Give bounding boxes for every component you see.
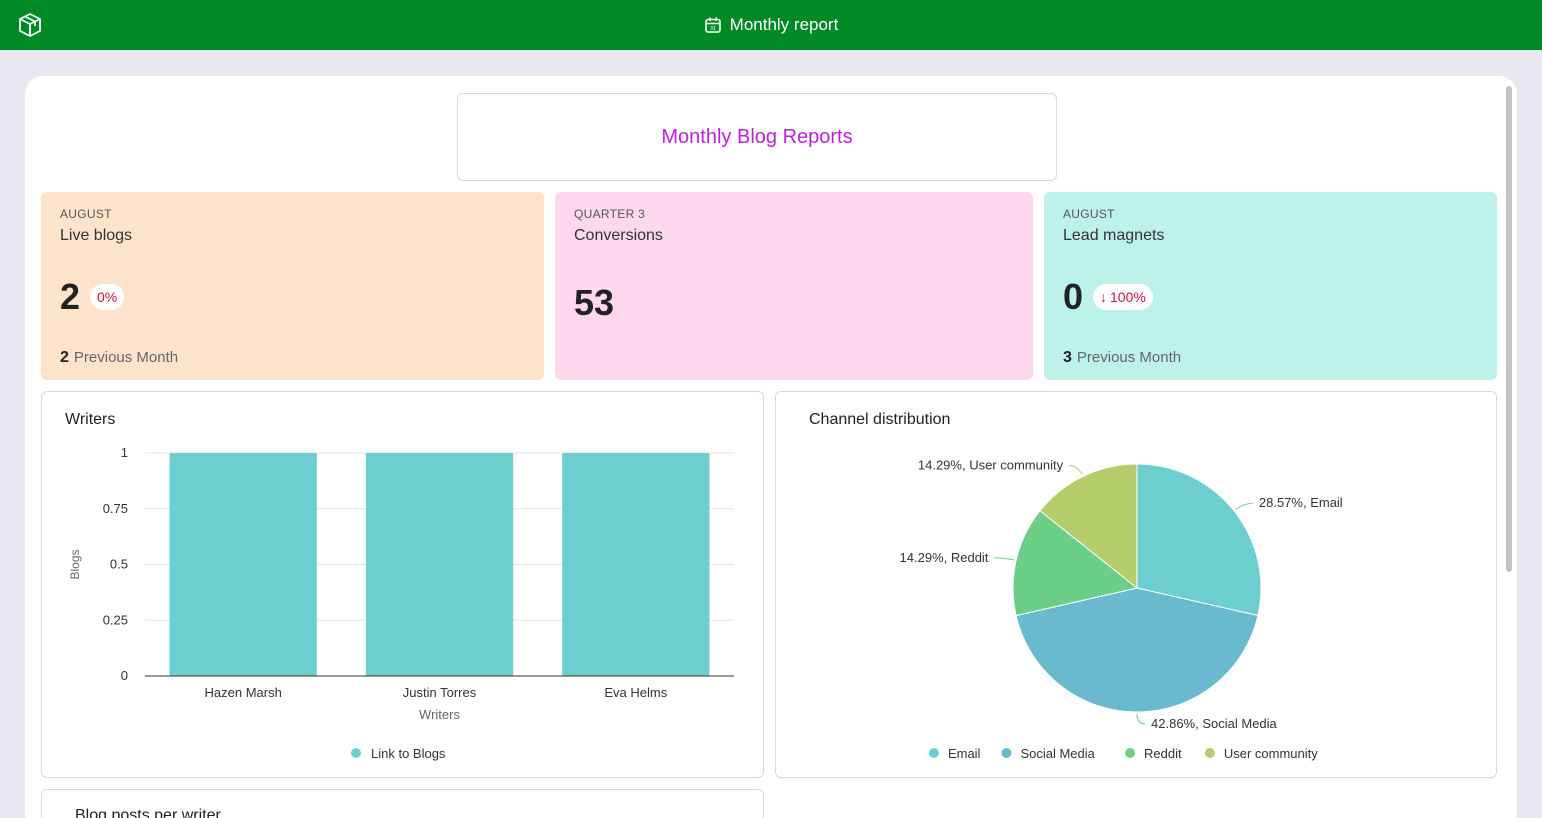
- kpi-value: 0: [1063, 276, 1084, 317]
- channel-panel-title: Channel distribution: [809, 411, 951, 428]
- channel-panel: Channel distribution 28.57%, Email 42.86%…: [775, 391, 1497, 778]
- writers-bar-chart: 0 0.25 0.5 0.75 1 Hazen Marsh Justin Torres Eva…: [68, 445, 734, 761]
- legend-swatch[interactable]: [351, 748, 361, 758]
- pie-data-label: 14.29%, Reddit: [900, 550, 989, 565]
- kpi-label: Live blogs: [60, 227, 133, 244]
- pie-data-label: 28.57%, Email: [1259, 495, 1343, 510]
- scrollbar[interactable]: [1505, 86, 1513, 818]
- kpi-label: Conversions: [574, 227, 663, 244]
- x-tick-label: Justin Torres: [403, 685, 477, 700]
- kpi-delta-value: 100%: [1110, 289, 1146, 305]
- blog-posts-panel-title: Blog posts per writer: [75, 807, 221, 818]
- legend-label[interactable]: Reddit: [1144, 746, 1182, 761]
- kpi-delta-badge: ↓ 100%: [1093, 284, 1153, 310]
- kpi-previous-value: 3: [1063, 349, 1072, 366]
- pie-label-leader: [1069, 464, 1083, 475]
- legend-swatch[interactable]: [1204, 748, 1215, 758]
- blog-posts-panel: Blog posts per writer: [41, 789, 764, 818]
- kpi-value: 53: [574, 282, 615, 323]
- kpi-value: 2: [60, 276, 81, 317]
- calendar-icon: 31: [704, 17, 721, 33]
- pie-slice[interactable]: [1015, 587, 1259, 713]
- kpi-previous-value: 2: [60, 349, 69, 366]
- x-tick-label: Hazen Marsh: [205, 685, 282, 700]
- y-tick-label: 0.5: [110, 557, 128, 572]
- y-tick-label: 0: [121, 668, 128, 683]
- kpi-card-live-blogs: AUGUST Live blogs 2 0% 2 Previous Month: [41, 192, 544, 380]
- legend-label[interactable]: Email: [948, 746, 981, 761]
- kpi-label: Lead magnets: [1063, 227, 1165, 244]
- legend-swatch[interactable]: [1001, 748, 1012, 758]
- kpi-card-conversions: QUARTER 3 Conversions 53: [555, 192, 1033, 380]
- report-title: Monthly Blog Reports: [661, 125, 853, 148]
- y-axis-label: Blogs: [68, 549, 82, 579]
- legend-label[interactable]: Link to Blogs: [371, 746, 446, 761]
- kpi-previous: 3 Previous Month: [1063, 349, 1181, 367]
- pie-label-leader: [994, 557, 1015, 561]
- page-title: Monthly report: [729, 15, 839, 34]
- pie-data-label: 42.86%, Social Media: [1151, 716, 1278, 731]
- cube-icon[interactable]: [16, 11, 44, 39]
- report-title-card: Monthly Blog Reports: [457, 93, 1057, 181]
- legend-label[interactable]: Social Media: [1020, 746, 1095, 761]
- kpi-previous-label: Previous Month: [73, 349, 179, 366]
- kpi-kicker: AUGUST: [60, 207, 112, 221]
- pie-slice[interactable]: [1136, 463, 1262, 617]
- kpi-delta-value: 0%: [97, 289, 118, 305]
- kpi-delta-badge: 0%: [90, 284, 125, 310]
- writers-panel-title: Writers: [65, 411, 116, 428]
- kpi-kicker: QUARTER 3: [574, 207, 646, 221]
- pie-slice[interactable]: [1012, 510, 1139, 617]
- header-title-group: 31 Monthly report: [0, 0, 1542, 50]
- x-tick-label: Eva Helms: [604, 685, 667, 700]
- kpi-previous-label: Previous Month: [1076, 349, 1182, 366]
- pie-label-leader: [1136, 713, 1146, 725]
- kpi-previous: 2 Previous Month: [60, 349, 178, 367]
- bar[interactable]: [169, 453, 317, 676]
- kpi-kicker: AUGUST: [1063, 207, 1115, 221]
- y-tick-label: 0.75: [103, 501, 128, 516]
- bar[interactable]: [562, 453, 710, 676]
- channel-pie-chart: 28.57%, Email 42.86%, Social Media 14.29%,…: [900, 457, 1343, 761]
- bar[interactable]: [365, 453, 514, 676]
- y-tick-label: 1: [121, 445, 128, 460]
- pie-label-leader: [1235, 502, 1253, 510]
- top-bar: 31 Monthly report: [0, 0, 1542, 50]
- writers-panel: Writers 0 0.25 0.5 0.75 1 Hazen Marsh Justin T…: [41, 391, 764, 778]
- y-tick-label: 0.25: [103, 612, 128, 627]
- x-axis-label: Writers: [419, 707, 460, 722]
- pie-slice[interactable]: [1039, 463, 1138, 590]
- legend-label[interactable]: User community: [1224, 746, 1318, 761]
- kpi-card-lead-magnets: AUGUST Lead magnets 0 ↓ 100% 3 Previous M…: [1044, 192, 1497, 380]
- pie-data-label: 14.29%, User community: [918, 457, 1064, 472]
- legend-swatch[interactable]: [928, 748, 939, 758]
- scrollbar-thumb[interactable]: [1506, 86, 1512, 572]
- svg-text:31: 31: [710, 26, 716, 32]
- legend-swatch[interactable]: [1125, 748, 1136, 758]
- arrow-down-icon: ↓: [1100, 289, 1107, 305]
